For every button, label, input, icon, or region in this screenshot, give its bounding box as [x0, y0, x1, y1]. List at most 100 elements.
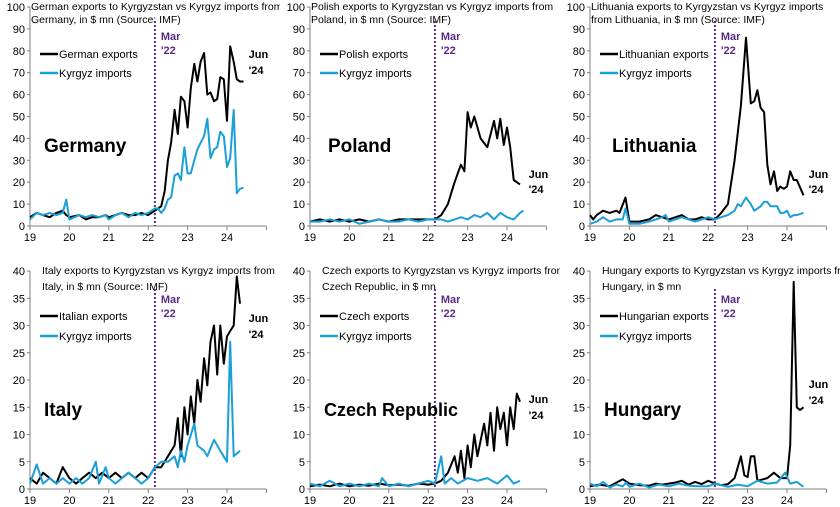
y-tick-label: 20 — [573, 177, 585, 189]
chart-title: Lithuania exports to Kyrgyzstan vs Kyrgy… — [591, 1, 823, 13]
legend-label: German exports — [59, 49, 138, 61]
x-tick-label: 21 — [383, 495, 395, 507]
x-tick-label: 22 — [702, 495, 714, 507]
y-tick-label: 0 — [299, 484, 305, 496]
x-tick-label: 23 — [181, 232, 193, 244]
chart-title: Poland, in $ mn (Source: IMF) — [311, 14, 451, 26]
x-tick-label: 23 — [741, 495, 753, 507]
end-label: Jun — [249, 313, 269, 325]
marker-label: '22 — [721, 308, 736, 320]
x-tick-label: 21 — [383, 232, 395, 244]
series-line-exports — [309, 111, 521, 223]
y-tick-label: 35 — [13, 293, 25, 305]
y-tick-label: 20 — [573, 375, 585, 387]
country-label: Lithuania — [612, 136, 697, 157]
end-label: Jun — [529, 394, 549, 406]
x-tick-label: 19 — [584, 232, 596, 244]
y-tick-label: 90 — [293, 24, 305, 36]
country-label: Germany — [44, 136, 127, 157]
x-tick-label: 20 — [63, 232, 75, 244]
y-tick-label: 15 — [13, 402, 25, 414]
legend-label: Kyrgyz imports — [619, 68, 692, 80]
y-tick-label: 20 — [13, 177, 25, 189]
x-tick-label: 24 — [781, 232, 793, 244]
y-tick-label: 5 — [19, 457, 25, 469]
y-tick-label: 10 — [13, 430, 25, 442]
y-tick-label: 25 — [573, 348, 585, 360]
y-tick-label: 60 — [293, 90, 305, 102]
y-tick-label: 70 — [293, 68, 305, 80]
y-tick-label: 0 — [299, 221, 305, 233]
y-tick-label: 40 — [573, 133, 585, 145]
chart-title: Hungary exports to Kyrgyzstan vs Kyrgyz … — [602, 265, 840, 277]
end-label: '24 — [249, 329, 265, 341]
y-tick-label: 30 — [573, 321, 585, 333]
y-tick-label: 80 — [573, 46, 585, 58]
y-tick-label: 10 — [293, 199, 305, 211]
y-tick-label: 15 — [573, 402, 585, 414]
chart-title: Polish exports to Kyrgyzstan vs Kyrgyz i… — [311, 1, 553, 13]
y-tick-label: 0 — [579, 484, 585, 496]
y-tick-label: 0 — [19, 221, 25, 233]
y-tick-label: 30 — [13, 155, 25, 167]
end-label: '24 — [249, 65, 265, 77]
y-tick-label: 100 — [567, 2, 585, 14]
x-tick-label: 21 — [663, 495, 675, 507]
y-tick-label: 30 — [293, 155, 305, 167]
legend-label: Polish exports — [339, 49, 409, 61]
y-tick-label: 80 — [293, 46, 305, 58]
chart-title: German exports to Kyrgyzstan vs Kyrgyz i… — [31, 1, 280, 13]
y-tick-label: 5 — [579, 457, 585, 469]
marker-label: Mar — [161, 294, 181, 306]
x-tick-label: 24 — [781, 495, 793, 507]
end-label: '24 — [809, 184, 825, 196]
chart-panel-hungary: 0 5 10 15 20 25 30 35 40 19 20 21 22 23 24 Hungary expo… — [573, 265, 840, 507]
x-tick-label: 21 — [663, 232, 675, 244]
legend-label: Kyrgyz imports — [59, 68, 132, 80]
x-tick-label: 22 — [142, 495, 154, 507]
series-line-imports — [310, 209, 525, 225]
end-label: Jun — [809, 379, 829, 391]
x-tick-label: 23 — [461, 495, 473, 507]
chart-title: Czech Republic, in $ mn — [322, 281, 436, 293]
x-tick-label: 20 — [63, 495, 75, 507]
y-tick-label: 40 — [293, 266, 305, 278]
legend-label: Kyrgyz imports — [619, 331, 692, 343]
y-tick-label: 50 — [293, 112, 305, 124]
y-tick-label: 30 — [293, 321, 305, 333]
chart-title: from Lithuania, in $ mn (Source: IMF) — [591, 14, 765, 26]
marker-label: Mar — [441, 294, 461, 306]
y-tick-label: 25 — [293, 348, 305, 360]
chart-panel-italy: 0 5 10 15 20 25 30 35 40 19 20 21 22 23 24 Italy export… — [13, 265, 275, 507]
y-tick-label: 90 — [13, 24, 25, 36]
y-tick-label: 10 — [573, 199, 585, 211]
x-tick-label: 20 — [343, 232, 355, 244]
x-tick-label: 20 — [343, 495, 355, 507]
x-tick-label: 20 — [623, 495, 635, 507]
y-tick-label: 50 — [573, 112, 585, 124]
y-tick-label: 0 — [19, 484, 25, 496]
marker-label: '22 — [441, 45, 456, 57]
chart-title: Italy exports to Kyrgyzstan vs Kyrgyz im… — [42, 265, 275, 277]
x-tick-label: 22 — [422, 232, 434, 244]
x-tick-label: 24 — [221, 232, 233, 244]
x-tick-label: 19 — [304, 232, 316, 244]
country-label: Czech Republic — [324, 400, 458, 420]
y-tick-label: 50 — [13, 112, 25, 124]
country-label: Hungary — [604, 400, 682, 421]
y-tick-label: 90 — [573, 24, 585, 36]
y-tick-label: 80 — [13, 46, 25, 58]
marker-label: Mar — [721, 294, 741, 306]
end-label: '24 — [809, 395, 825, 407]
legend-label: Lithuanian exports — [619, 49, 709, 61]
series-line-imports — [29, 108, 244, 221]
x-tick-label: 24 — [501, 232, 513, 244]
chart-panel-czech-republic: 0 5 10 15 20 25 30 35 40 19 20 21 22 23 24 Czech export… — [293, 265, 560, 507]
y-tick-label: 5 — [299, 457, 305, 469]
series-line-imports — [309, 455, 521, 488]
x-tick-label: 19 — [304, 495, 316, 507]
series-line-imports — [29, 340, 241, 485]
x-tick-label: 22 — [422, 495, 434, 507]
end-label: '24 — [529, 410, 545, 422]
y-tick-label: 40 — [293, 133, 305, 145]
